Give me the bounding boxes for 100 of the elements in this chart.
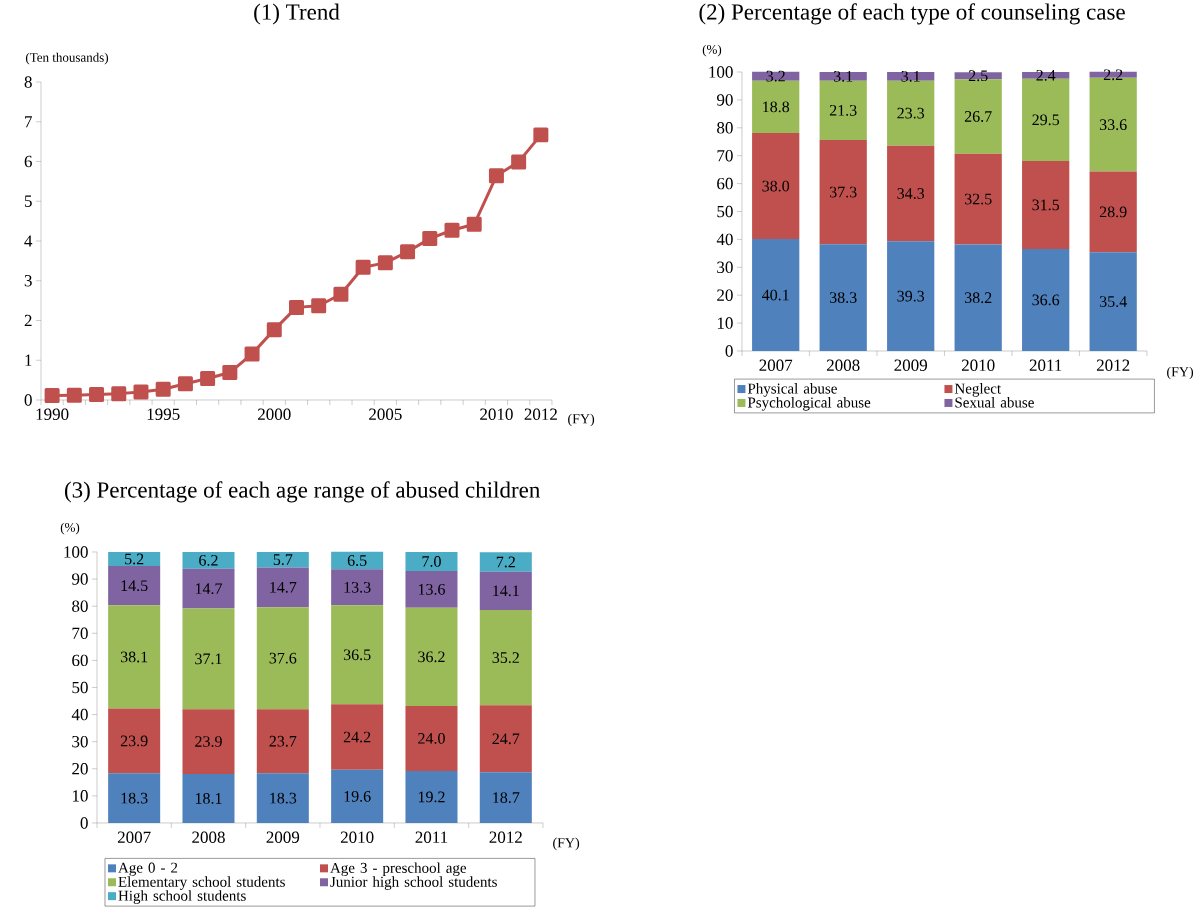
- data-label: 38.2: [964, 292, 992, 304]
- bar: [479, 571, 532, 610]
- point: [444, 222, 460, 238]
- point: [311, 298, 327, 314]
- bar: [108, 708, 161, 774]
- data-label: 2.5: [968, 70, 988, 82]
- x-tick-label: 2005: [369, 408, 402, 421]
- data-label: 23.7: [269, 735, 297, 747]
- bar: [479, 552, 532, 572]
- legend-label: Psychological abuse: [747, 397, 871, 411]
- data-label: 14.1: [493, 585, 519, 597]
- bar: [256, 709, 309, 774]
- bar: [182, 709, 235, 774]
- bar: [405, 705, 458, 771]
- bar: [331, 704, 384, 770]
- y-tick-label: 50: [717, 205, 733, 218]
- legend-label: Neglect: [954, 383, 1001, 397]
- y-tick-label: 70: [72, 627, 88, 640]
- bar: [182, 773, 235, 823]
- data-label: 23.9: [195, 736, 222, 747]
- bar: [819, 80, 867, 141]
- point: [133, 384, 149, 400]
- point: [533, 127, 549, 143]
- bar: [182, 551, 235, 569]
- data-label: 18.3: [121, 792, 148, 804]
- point: [111, 386, 127, 402]
- data-label: 18.7: [493, 792, 520, 804]
- y-tick-label: 80: [72, 600, 88, 612]
- y-tick-label: 30: [717, 261, 733, 274]
- point: [222, 365, 238, 381]
- data-label: 38.0: [762, 180, 790, 192]
- data-label: 23.9: [120, 735, 148, 747]
- bar: [1022, 161, 1070, 249]
- bar: [108, 566, 161, 606]
- bar: [1089, 171, 1137, 253]
- bar: [108, 605, 161, 709]
- data-label: 3.1: [901, 70, 920, 82]
- bar: [887, 145, 935, 242]
- bar: [256, 607, 309, 710]
- y-tick-label: 10: [72, 790, 88, 802]
- data-label: 36.2: [418, 651, 445, 663]
- bar: [108, 773, 161, 823]
- data-label: 24.0: [418, 733, 445, 744]
- bar: [331, 551, 384, 570]
- x-tick-label: 2010: [961, 359, 995, 372]
- x-axis-title: (FY): [1167, 366, 1194, 380]
- data-label: 37.6: [269, 652, 297, 664]
- y-tick-label: 50: [72, 681, 88, 694]
- x-tick-label: 2008: [192, 831, 225, 843]
- x-tick-label: 2011: [415, 831, 448, 843]
- x-tick-label: 1995: [147, 408, 180, 420]
- point: [89, 386, 105, 402]
- data-label: 31.5: [1032, 199, 1060, 211]
- data-label: 32.5: [964, 193, 992, 205]
- point: [511, 154, 527, 170]
- y-tick-label: 0: [24, 394, 32, 406]
- y-tick-label: 70: [717, 149, 733, 162]
- data-label: 23.3: [897, 107, 925, 119]
- data-label: 24.7: [492, 733, 520, 745]
- bar: [819, 72, 867, 81]
- bar: [887, 241, 935, 351]
- y-tick-label: 90: [72, 573, 88, 585]
- data-label: 18.3: [270, 792, 297, 804]
- data-label: 18.1: [195, 793, 222, 804]
- y-tick-label: 90: [716, 94, 733, 106]
- data-label: 21.3: [829, 104, 857, 116]
- bar: [1022, 72, 1070, 79]
- x-tick-label: 2012: [489, 831, 522, 843]
- data-label: 37.1: [195, 653, 222, 665]
- point: [355, 259, 371, 275]
- legend-label: Physical abuse: [747, 383, 837, 397]
- bar: [331, 569, 384, 606]
- y-tick-label: 40: [716, 233, 733, 246]
- bar: [819, 140, 867, 245]
- chart-title: (1) Trend: [254, 3, 340, 25]
- y-axis-title: (%): [702, 44, 722, 57]
- bar: [1022, 248, 1070, 351]
- x-tick-label: 2011: [1029, 359, 1062, 372]
- bar: [887, 72, 935, 81]
- bar: [887, 80, 935, 146]
- point: [333, 286, 349, 302]
- x-tick-label: 2012: [524, 408, 557, 421]
- data-label: 19.6: [344, 791, 371, 802]
- bar: [1089, 252, 1137, 351]
- bar: [256, 551, 309, 568]
- data-label: 3.1: [833, 70, 853, 82]
- data-label: 36.6: [1032, 294, 1060, 306]
- legend-label: High school students: [118, 890, 246, 904]
- data-label: 13.3: [344, 581, 371, 593]
- data-label: 2.4: [1036, 69, 1056, 81]
- y-axis-title: (Ten thousands): [25, 52, 109, 65]
- data-label: 36.5: [343, 649, 371, 661]
- point: [377, 255, 393, 271]
- legend-label: Junior high school students: [330, 876, 497, 890]
- bar: [182, 568, 235, 609]
- data-label: 14.7: [270, 581, 297, 593]
- data-label: 14.5: [121, 580, 148, 592]
- data-label: 6.5: [347, 555, 367, 566]
- data-label: 18.8: [763, 101, 790, 113]
- point: [422, 231, 438, 247]
